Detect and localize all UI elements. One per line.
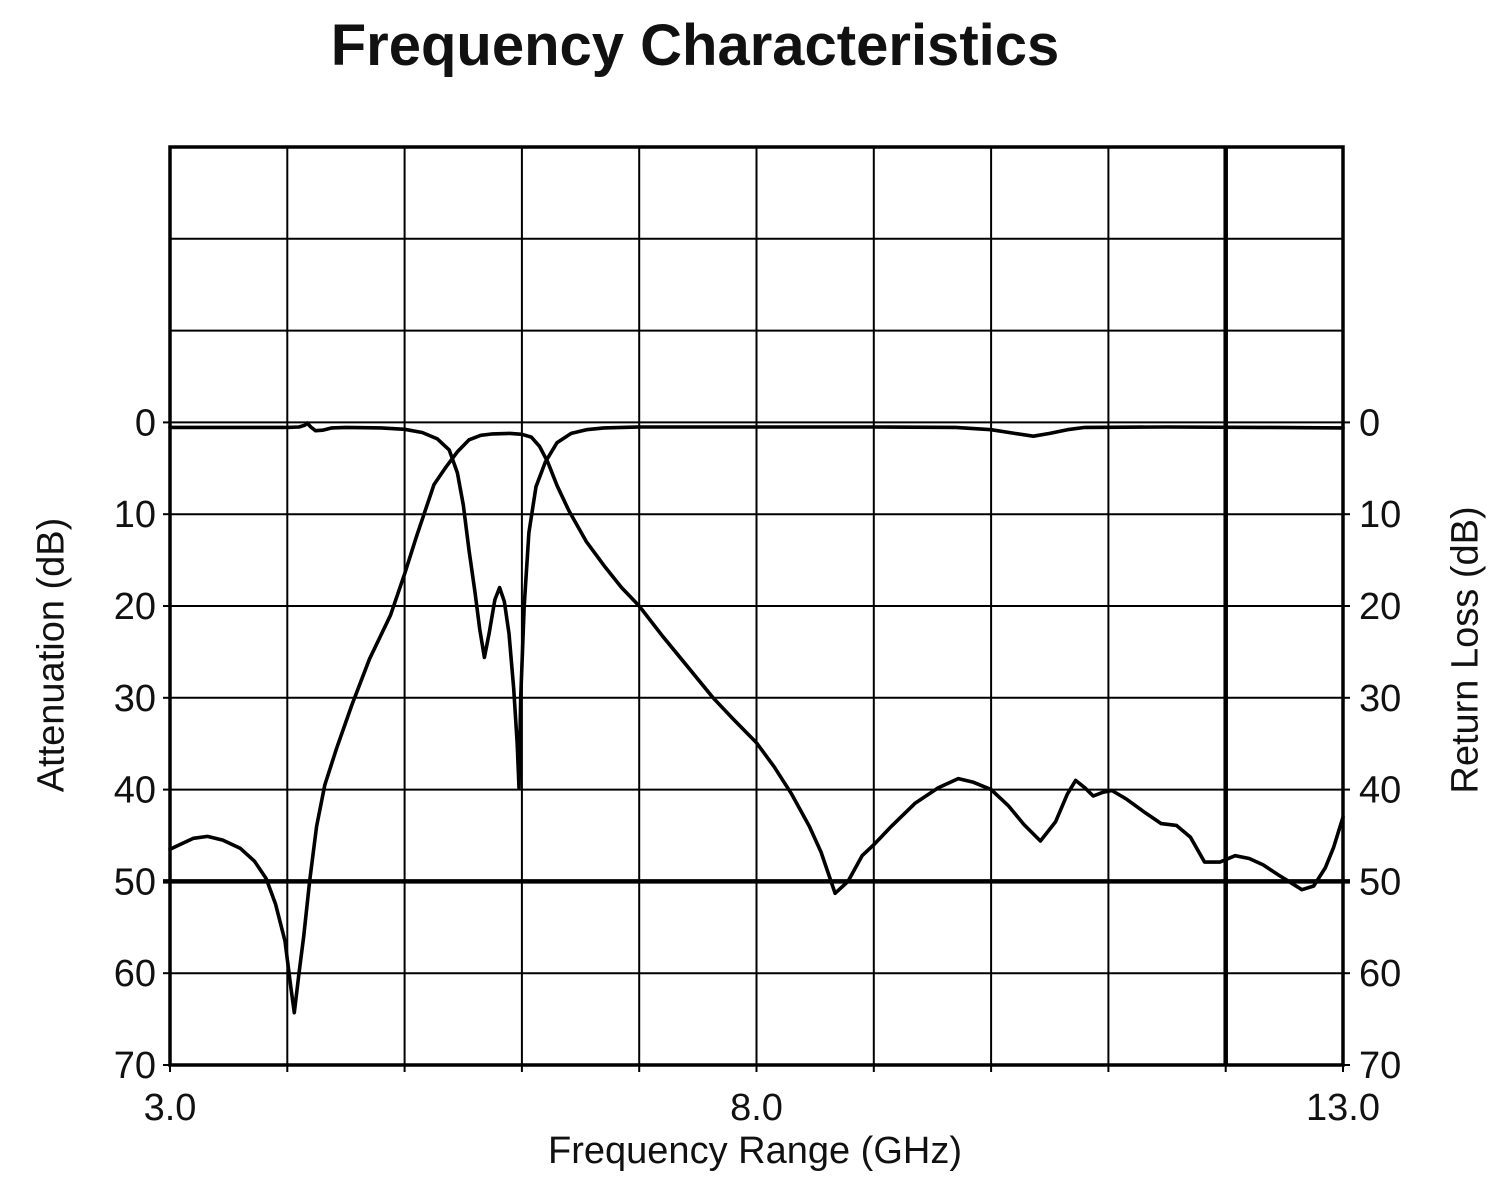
y-tick-label-right: 60 [1359, 953, 1401, 995]
y-tick-label-left: 60 [114, 953, 156, 995]
y-tick-label-right: 50 [1359, 861, 1401, 903]
y-tick-label-right: 0 [1359, 402, 1380, 444]
x-tick-label: 3.0 [144, 1087, 197, 1129]
x-axis-title: Frequency Range (GHz) [548, 1130, 962, 1172]
series-return-loss [168, 421, 1345, 790]
y-tick-label-left: 30 [114, 678, 156, 720]
y-tick-label-left: 50 [114, 861, 156, 903]
chart-title: Frequency Characteristics [330, 13, 1060, 78]
y-tick-label-left: 20 [114, 586, 156, 628]
x-tick-label: 13.0 [1306, 1087, 1380, 1129]
y-tick-label-right: 10 [1359, 494, 1401, 536]
y-tick-label-right: 70 [1359, 1045, 1401, 1087]
y-tick-label-right: 20 [1359, 586, 1401, 628]
y-tick-label-right: 40 [1359, 770, 1401, 812]
y-tick-label-right: 30 [1359, 678, 1401, 720]
y-tick-label-left: 70 [114, 1045, 156, 1087]
y-tick-label-left: 40 [114, 770, 156, 812]
x-tick-label: 8.0 [730, 1087, 783, 1129]
y-tick-label-left: 10 [114, 494, 156, 536]
series-attenuation [168, 431, 1345, 1015]
y-tick-label-left: 0 [135, 402, 156, 444]
